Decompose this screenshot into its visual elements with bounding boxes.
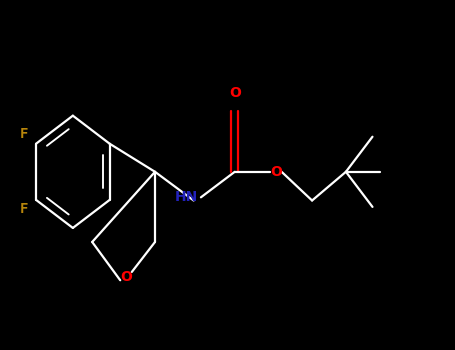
Text: F: F [19,127,28,141]
Text: O: O [120,270,132,284]
Text: O: O [229,86,241,100]
Text: F: F [19,202,28,216]
Text: HN: HN [175,190,198,204]
Text: O: O [270,165,282,179]
